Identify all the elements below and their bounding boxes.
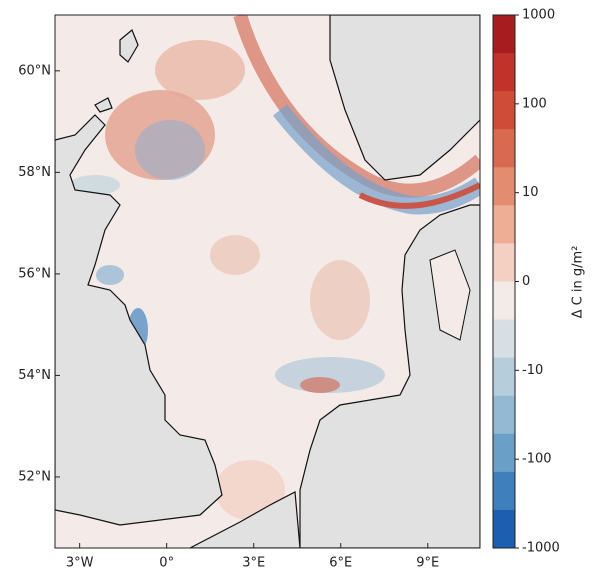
colorbar-band: [493, 15, 515, 54]
colorbar-band: [493, 433, 515, 473]
y-tick-label: 56°N: [18, 266, 51, 281]
colorbar-band: [493, 205, 515, 244]
colorbar-band: [493, 357, 515, 397]
colorbar-band: [493, 129, 515, 168]
shetland: [119, 29, 139, 63]
colorbar-band: [493, 53, 515, 92]
x-tick-label: 6°E: [329, 556, 352, 571]
colorbar-tick-label: -1000: [522, 541, 560, 556]
map-frame: [54, 14, 481, 549]
colorbar-tick-label: -100: [522, 452, 552, 467]
x-tick-label: 3°W: [66, 556, 94, 571]
colorbar-band: [493, 91, 515, 130]
x-tick-label: 0°: [159, 556, 174, 571]
colorbar-tick-label: -10: [522, 363, 543, 378]
x-tick-label: 9°E: [416, 556, 439, 571]
france: [189, 491, 301, 548]
colorbar: [493, 15, 515, 549]
colorbar-band: [493, 281, 515, 321]
colorbar-tick-label: 1000: [522, 8, 555, 23]
colorbar-band: [493, 243, 515, 282]
colorbar-tick-label: 100: [522, 96, 547, 111]
great-britain: [55, 114, 223, 526]
colorbar-band: [493, 471, 515, 511]
colorbar-tick-label: 10: [522, 185, 539, 200]
x-tick-label: 3°E: [242, 556, 265, 571]
colorbar-label: Δ C in g/m²: [571, 246, 586, 319]
kattegat: [429, 249, 471, 341]
y-tick-label: 58°N: [18, 165, 51, 180]
norway: [329, 15, 480, 181]
y-tick-label: 60°N: [18, 63, 51, 78]
orkney: [94, 97, 113, 113]
y-tick-label: 54°N: [18, 368, 51, 383]
y-tick-label: 52°N: [18, 469, 51, 484]
map: [55, 15, 480, 548]
colorbar-tick-label: 0: [522, 274, 530, 289]
colorbar-band: [493, 167, 515, 206]
colorbar-band: [493, 509, 515, 549]
colorbar-band: [493, 319, 515, 359]
colorbar-band: [493, 395, 515, 435]
